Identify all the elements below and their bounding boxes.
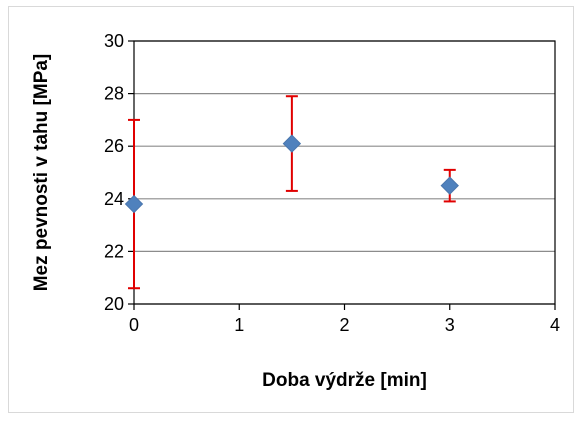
chart-frame: 20 22 24 26 28 30 0 1 2 3 4 Doba výdrže [min] Mez… <box>8 6 574 413</box>
y-tick-label-30: 30 <box>104 31 124 51</box>
x-tick-label-3: 3 <box>445 315 455 335</box>
x-tick-label-4: 4 <box>550 315 560 335</box>
plot-area <box>133 40 556 305</box>
y-tick-label-24: 24 <box>104 189 124 209</box>
data-point-1 <box>282 134 302 153</box>
gridlines <box>134 40 555 305</box>
data-point-2 <box>440 176 459 195</box>
y-axis-ticks: 20 22 24 26 28 30 <box>104 31 134 314</box>
x-tick-label-0: 0 <box>129 315 139 335</box>
y-tick-label-26: 26 <box>104 136 124 156</box>
x-tick-label-2: 2 <box>339 315 349 335</box>
y-tick-label-20: 20 <box>104 294 124 314</box>
x-axis-title: Doba výdrže [min] <box>262 370 427 391</box>
y-tick-label-22: 22 <box>104 241 124 261</box>
x-axis-ticks: 0 1 2 3 4 <box>129 304 560 335</box>
y-tick-label-28: 28 <box>104 84 124 104</box>
data-points <box>124 134 459 214</box>
x-tick-label-1: 1 <box>234 315 244 335</box>
y-axis-title: Mez pevnosti v tahu [MPa] <box>31 54 52 292</box>
scatter-chart: 20 22 24 26 28 30 0 1 2 3 4 Doba výdrže [min] Mez… <box>31 31 560 391</box>
error-bars <box>128 95 456 290</box>
data-point-0 <box>124 194 144 214</box>
